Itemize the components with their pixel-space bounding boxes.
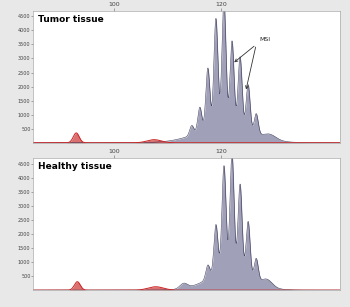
Text: Healthy tissue: Healthy tissue (38, 162, 112, 171)
Text: Tumor tissue: Tumor tissue (38, 15, 104, 24)
Text: MSI: MSI (259, 37, 270, 42)
